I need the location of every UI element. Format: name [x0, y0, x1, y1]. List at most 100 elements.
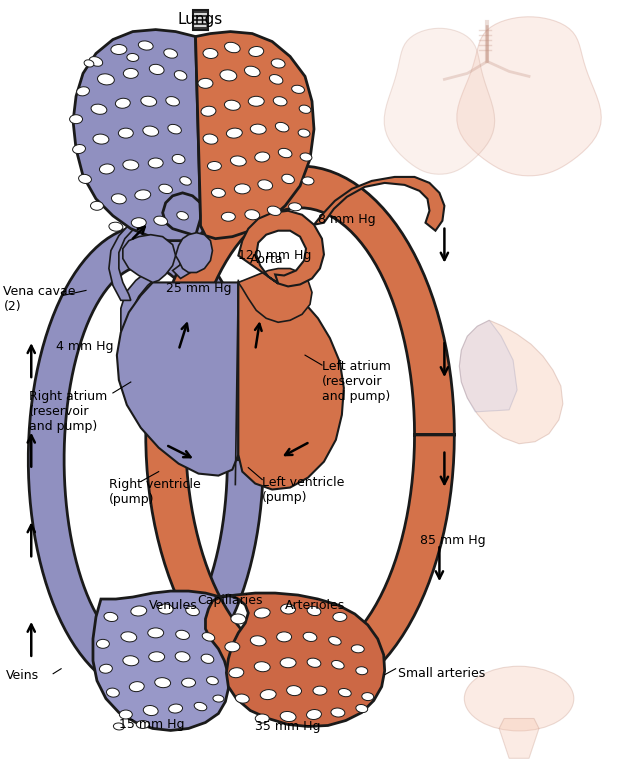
Text: 120 mm Hg: 120 mm Hg: [238, 249, 312, 262]
Ellipse shape: [70, 114, 83, 124]
Text: Aorta: Aorta: [250, 253, 284, 266]
Polygon shape: [457, 17, 601, 176]
Ellipse shape: [211, 188, 225, 197]
Ellipse shape: [356, 667, 368, 675]
Ellipse shape: [106, 688, 119, 697]
Ellipse shape: [127, 54, 139, 61]
Ellipse shape: [201, 654, 214, 664]
Ellipse shape: [260, 690, 276, 700]
Ellipse shape: [202, 633, 215, 641]
Ellipse shape: [118, 128, 133, 138]
Polygon shape: [29, 226, 263, 694]
Ellipse shape: [303, 632, 317, 641]
Ellipse shape: [280, 711, 296, 722]
Ellipse shape: [244, 66, 260, 77]
Text: 85 mm Hg: 85 mm Hg: [419, 535, 485, 548]
Text: Lungs: Lungs: [178, 12, 223, 27]
Ellipse shape: [177, 211, 188, 220]
Ellipse shape: [292, 85, 304, 94]
Ellipse shape: [230, 156, 246, 166]
Ellipse shape: [258, 180, 272, 190]
Ellipse shape: [154, 216, 167, 225]
Ellipse shape: [116, 98, 130, 108]
Ellipse shape: [169, 704, 183, 713]
Polygon shape: [459, 320, 563, 444]
Ellipse shape: [338, 688, 351, 697]
Ellipse shape: [143, 126, 159, 136]
Text: Small arteries: Small arteries: [397, 667, 485, 680]
Polygon shape: [220, 593, 384, 727]
Text: Venules: Venules: [149, 599, 197, 612]
Polygon shape: [238, 269, 312, 323]
Ellipse shape: [299, 105, 311, 114]
Ellipse shape: [194, 703, 207, 710]
Ellipse shape: [93, 134, 109, 144]
Ellipse shape: [201, 106, 216, 116]
Ellipse shape: [166, 97, 180, 106]
Polygon shape: [195, 31, 314, 239]
Ellipse shape: [123, 68, 138, 78]
Ellipse shape: [73, 144, 85, 154]
Ellipse shape: [129, 682, 144, 692]
Ellipse shape: [100, 164, 114, 174]
Ellipse shape: [135, 190, 151, 200]
Ellipse shape: [113, 723, 124, 730]
Ellipse shape: [332, 660, 344, 669]
Ellipse shape: [198, 78, 213, 88]
Ellipse shape: [78, 174, 91, 184]
Ellipse shape: [280, 657, 296, 667]
Ellipse shape: [149, 65, 164, 74]
Ellipse shape: [287, 686, 302, 696]
Ellipse shape: [225, 100, 240, 111]
Ellipse shape: [131, 606, 147, 616]
Ellipse shape: [255, 714, 269, 723]
Text: 35 mm Hg: 35 mm Hg: [255, 720, 321, 733]
Ellipse shape: [98, 74, 114, 85]
Ellipse shape: [307, 658, 321, 667]
Ellipse shape: [203, 48, 218, 58]
Ellipse shape: [182, 678, 195, 687]
Ellipse shape: [313, 686, 327, 695]
Ellipse shape: [331, 708, 345, 717]
Ellipse shape: [100, 664, 113, 674]
Ellipse shape: [155, 677, 170, 687]
Ellipse shape: [356, 704, 368, 713]
Ellipse shape: [328, 637, 341, 645]
Ellipse shape: [235, 694, 249, 703]
Ellipse shape: [119, 710, 132, 719]
Polygon shape: [459, 320, 517, 412]
Ellipse shape: [226, 128, 243, 138]
Ellipse shape: [231, 614, 246, 624]
Ellipse shape: [249, 47, 264, 57]
Ellipse shape: [175, 631, 190, 640]
Ellipse shape: [307, 710, 322, 720]
Polygon shape: [238, 280, 344, 489]
Ellipse shape: [203, 134, 218, 144]
Ellipse shape: [174, 71, 187, 80]
Ellipse shape: [250, 124, 266, 134]
Ellipse shape: [138, 41, 153, 50]
Ellipse shape: [207, 677, 218, 685]
Text: Right ventricle
(pump): Right ventricle (pump): [109, 478, 201, 505]
Ellipse shape: [96, 639, 109, 648]
Ellipse shape: [131, 218, 146, 227]
Ellipse shape: [307, 607, 321, 616]
Ellipse shape: [136, 720, 149, 729]
Ellipse shape: [123, 160, 139, 170]
Ellipse shape: [248, 96, 264, 106]
Ellipse shape: [225, 642, 240, 652]
Ellipse shape: [267, 206, 281, 216]
Ellipse shape: [90, 201, 103, 210]
Ellipse shape: [281, 604, 295, 614]
Ellipse shape: [77, 87, 90, 96]
Text: Left atrium
(reservoir
and pump): Left atrium (reservoir and pump): [322, 360, 391, 403]
Ellipse shape: [158, 604, 173, 614]
Ellipse shape: [159, 184, 172, 194]
Ellipse shape: [229, 667, 244, 677]
Ellipse shape: [121, 632, 137, 642]
Ellipse shape: [289, 203, 302, 210]
Ellipse shape: [149, 652, 165, 662]
Polygon shape: [193, 10, 208, 30]
Ellipse shape: [123, 656, 139, 666]
Polygon shape: [314, 177, 444, 230]
